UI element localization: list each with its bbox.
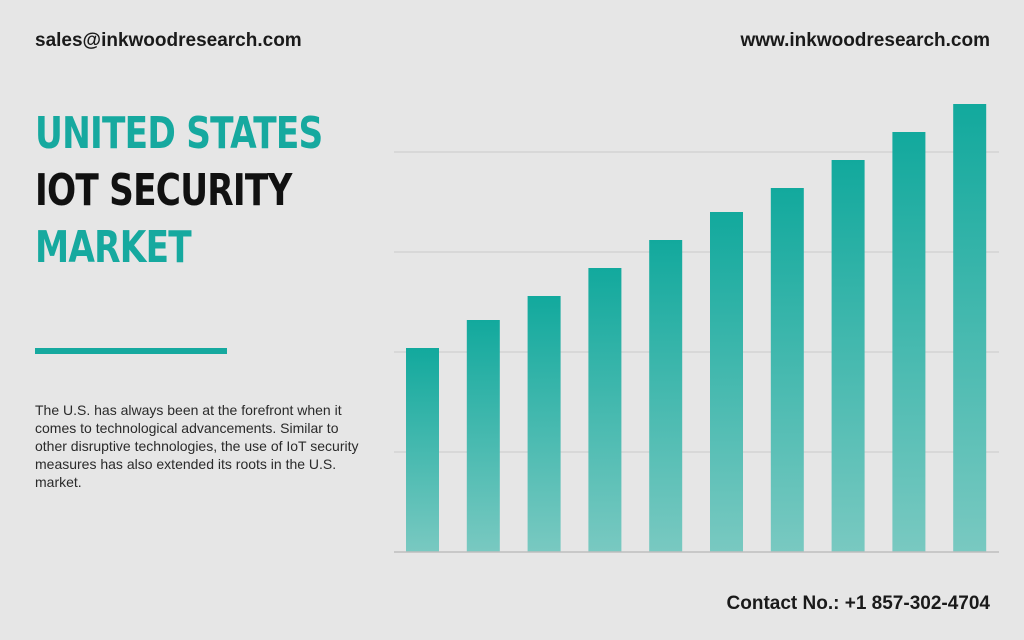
bar-10 — [953, 104, 987, 552]
contact-number: Contact No.: +1 857-302-4704 — [726, 593, 990, 614]
title-line-3: MARKET — [35, 222, 192, 273]
bar-2 — [466, 320, 500, 552]
bar-6 — [710, 212, 743, 552]
accent-divider — [35, 348, 227, 354]
bar-chart — [394, 104, 999, 553]
page-title: UNITED STATES IOT SECURITY MARKET — [35, 105, 323, 276]
chart-bars — [406, 104, 987, 552]
email-contact: sales@inkwoodresearch.com — [35, 30, 302, 51]
title-line-2: IOT SECURITY — [35, 165, 292, 216]
bar-4 — [588, 268, 622, 552]
bar-7 — [770, 188, 804, 552]
market-description: The U.S. has always been at the forefron… — [35, 402, 359, 490]
bar-5 — [649, 240, 683, 552]
bar-9 — [892, 132, 926, 552]
title-line-1: UNITED STATES — [35, 108, 323, 159]
website-url: www.inkwoodresearch.com — [740, 30, 990, 51]
bar-8 — [831, 160, 865, 552]
bar-3 — [527, 296, 561, 552]
bar-1 — [406, 348, 439, 552]
